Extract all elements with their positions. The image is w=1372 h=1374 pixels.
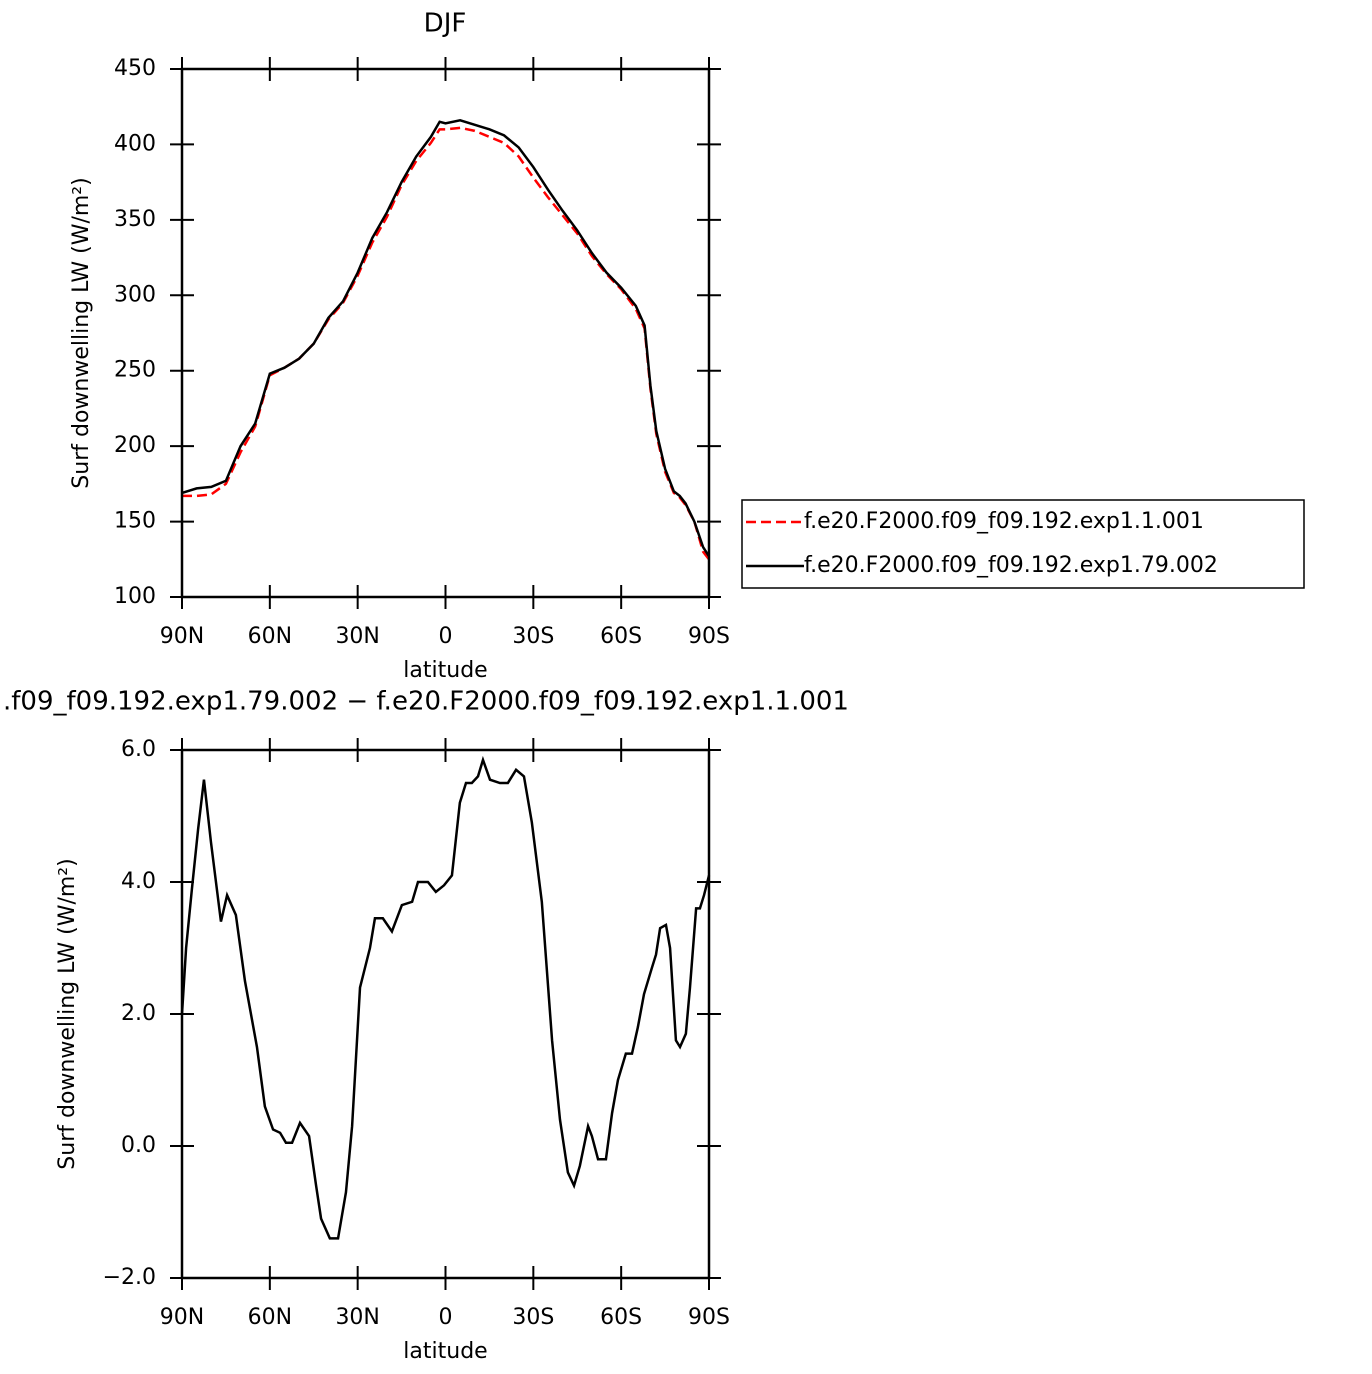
plot-frame <box>180 748 711 1280</box>
line-series <box>182 126 710 561</box>
x-axis-label: latitude <box>403 1339 487 1364</box>
x-tick-label: 60N <box>248 624 292 649</box>
x-tick-label: 90S <box>688 624 730 649</box>
x-tick-label: 90N <box>160 624 204 649</box>
legend-box <box>741 499 1305 589</box>
x-tick-label: 30S <box>512 624 554 649</box>
x-tick-label: 30N <box>335 624 379 649</box>
line-series <box>180 755 711 1240</box>
x-tick-label: 60N <box>248 1305 292 1330</box>
x-tick-label: 90S <box>688 1305 730 1330</box>
line-series <box>181 119 711 557</box>
x-tick-label: 90N <box>160 1305 204 1330</box>
plot-frame <box>180 67 711 599</box>
y-tick-label: 0.0 <box>121 1133 156 1158</box>
y-axis-label: Surf downwelling LW (W/m²) <box>55 858 80 1169</box>
x-tick-label: 30N <box>335 1305 379 1330</box>
y-tick-label: 150 <box>114 509 156 534</box>
y-tick-label: 100 <box>114 584 156 609</box>
chart-title: DJF <box>424 9 467 39</box>
y-tick-label: 450 <box>114 56 156 81</box>
y-tick-label: 200 <box>114 433 156 458</box>
x-axis-label: latitude <box>403 658 487 683</box>
y-tick-label: 300 <box>114 282 156 307</box>
y-tick-label: 400 <box>114 131 156 156</box>
x-tick-label: 30S <box>512 1305 554 1330</box>
x-tick-label: 0 <box>439 1305 453 1330</box>
legend-label: f.e20.F2000.f09_f09.192.exp1.79.002 <box>804 553 1218 578</box>
y-tick-label: 250 <box>114 358 156 383</box>
legend-label: f.e20.F2000.f09_f09.192.exp1.1.001 <box>804 509 1204 534</box>
chart-title: .f09_f09.192.exp1.79.002 − f.e20.F2000.f… <box>3 687 849 717</box>
y-tick-label: 4.0 <box>121 869 156 894</box>
y-tick-label: 2.0 <box>121 1001 156 1026</box>
x-tick-label: 0 <box>439 624 453 649</box>
y-tick-label: 6.0 <box>121 737 156 762</box>
x-tick-label: 60S <box>600 624 642 649</box>
x-tick-label: 60S <box>600 1305 642 1330</box>
y-tick-label: 350 <box>114 207 156 232</box>
y-axis-label: Surf downwelling LW (W/m²) <box>69 177 94 488</box>
y-tick-label: −2.0 <box>103 1265 156 1290</box>
